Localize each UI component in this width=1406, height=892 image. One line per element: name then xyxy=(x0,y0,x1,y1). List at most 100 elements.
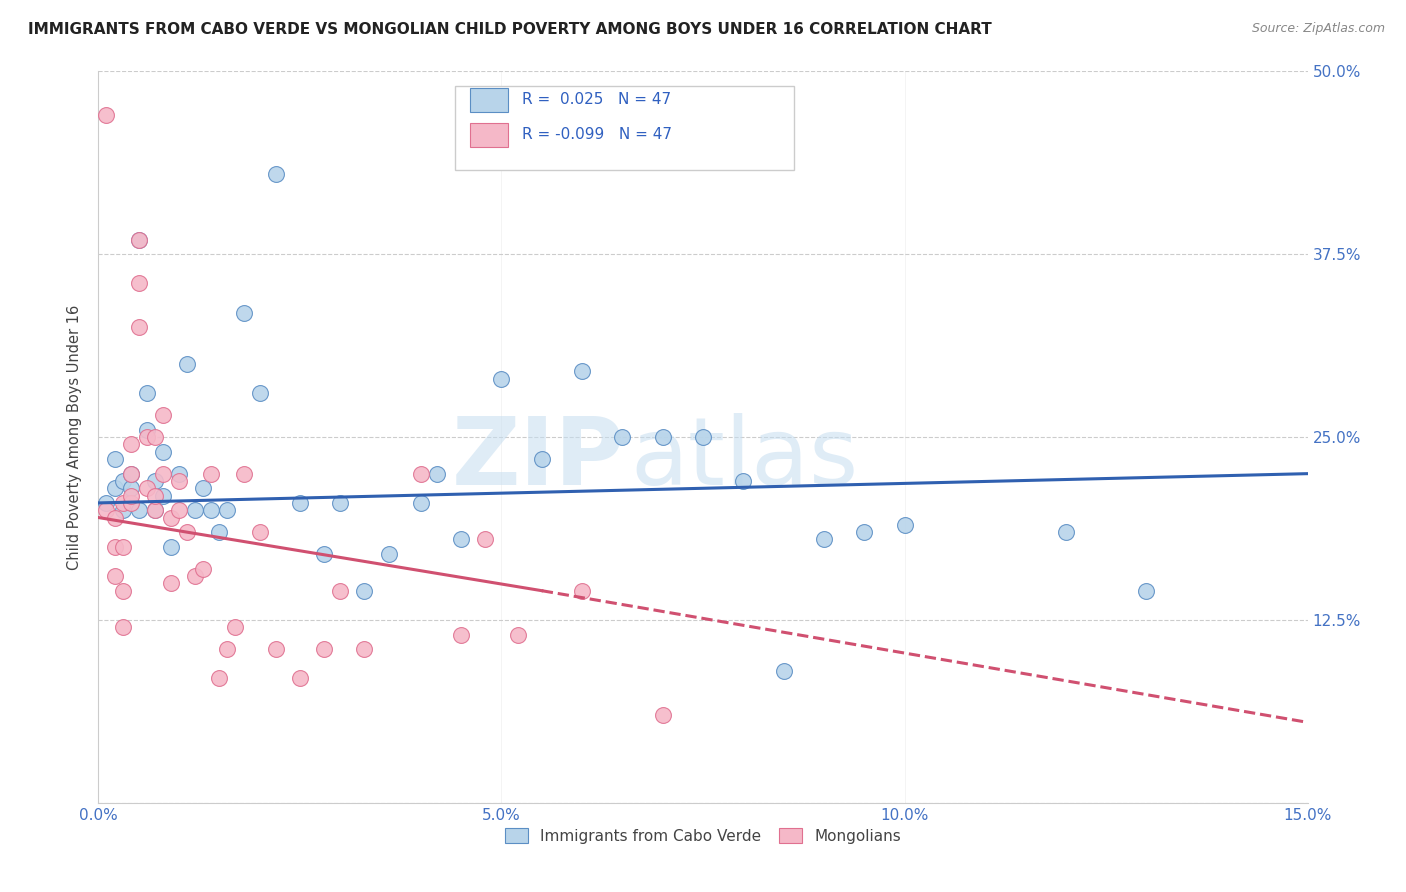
Point xyxy=(232,467,254,481)
Point xyxy=(143,430,166,444)
Point xyxy=(120,496,142,510)
Point xyxy=(96,108,118,122)
Point xyxy=(103,569,125,583)
Text: ZIP: ZIP xyxy=(451,413,624,505)
Point xyxy=(193,481,215,495)
Point xyxy=(409,467,432,481)
Point xyxy=(249,386,271,401)
Point xyxy=(571,583,593,598)
Point xyxy=(152,489,174,503)
Point xyxy=(128,320,150,334)
Point xyxy=(111,620,134,634)
Point xyxy=(1054,525,1077,540)
Point xyxy=(120,467,142,481)
Point xyxy=(143,503,166,517)
Point xyxy=(135,481,157,495)
Point xyxy=(450,533,472,547)
Point xyxy=(651,430,673,444)
Point xyxy=(217,503,239,517)
Point xyxy=(160,510,183,524)
FancyBboxPatch shape xyxy=(470,88,509,112)
Point xyxy=(128,233,150,247)
Point xyxy=(160,576,183,591)
Point xyxy=(813,533,835,547)
Text: R =  0.025   N = 47: R = 0.025 N = 47 xyxy=(522,93,671,107)
Text: Source: ZipAtlas.com: Source: ZipAtlas.com xyxy=(1251,22,1385,36)
Point xyxy=(143,503,166,517)
Point xyxy=(571,364,593,378)
Text: R = -0.099   N = 47: R = -0.099 N = 47 xyxy=(522,128,672,143)
Point xyxy=(184,503,207,517)
Point xyxy=(329,583,352,598)
Point xyxy=(314,642,336,657)
Point xyxy=(651,708,673,723)
Point xyxy=(249,525,271,540)
FancyBboxPatch shape xyxy=(470,123,509,146)
Point xyxy=(103,452,125,467)
Legend: Immigrants from Cabo Verde, Mongolians: Immigrants from Cabo Verde, Mongolians xyxy=(499,822,907,850)
Point xyxy=(111,496,134,510)
Point xyxy=(103,481,125,495)
Point xyxy=(692,430,714,444)
Point xyxy=(176,357,198,371)
Point xyxy=(96,496,118,510)
FancyBboxPatch shape xyxy=(456,86,793,170)
Point xyxy=(853,525,876,540)
Point xyxy=(160,540,183,554)
Point xyxy=(96,503,118,517)
Point xyxy=(152,408,174,422)
Point xyxy=(232,306,254,320)
Point xyxy=(135,423,157,437)
Point xyxy=(152,444,174,458)
Y-axis label: Child Poverty Among Boys Under 16: Child Poverty Among Boys Under 16 xyxy=(67,304,83,570)
Text: atlas: atlas xyxy=(630,413,859,505)
Point xyxy=(120,489,142,503)
Point xyxy=(224,620,246,634)
Point xyxy=(208,672,231,686)
Point xyxy=(176,525,198,540)
Point xyxy=(200,503,222,517)
Point xyxy=(128,503,150,517)
Point xyxy=(329,496,352,510)
Point xyxy=(491,371,513,385)
Point xyxy=(288,496,311,510)
Point xyxy=(772,664,794,678)
Point xyxy=(152,467,174,481)
Point xyxy=(200,467,222,481)
Point xyxy=(217,642,239,657)
Point xyxy=(377,547,399,561)
Point xyxy=(111,540,134,554)
Point xyxy=(353,583,375,598)
Point xyxy=(474,533,496,547)
Point xyxy=(530,452,553,467)
Point xyxy=(314,547,336,561)
Point xyxy=(426,467,449,481)
Point xyxy=(612,430,634,444)
Point xyxy=(135,430,157,444)
Point xyxy=(103,510,125,524)
Point xyxy=(1135,583,1157,598)
Point xyxy=(184,569,207,583)
Point xyxy=(450,627,472,641)
Point xyxy=(288,672,311,686)
Point xyxy=(135,386,157,401)
Point xyxy=(167,474,190,488)
Point xyxy=(120,437,142,451)
Point xyxy=(120,481,142,495)
Point xyxy=(733,474,755,488)
Point xyxy=(409,496,432,510)
Point xyxy=(167,467,190,481)
Point xyxy=(120,467,142,481)
Point xyxy=(103,540,125,554)
Point xyxy=(128,233,150,247)
Point xyxy=(193,562,215,576)
Point xyxy=(893,517,915,532)
Point xyxy=(208,525,231,540)
Point xyxy=(111,474,134,488)
Point xyxy=(353,642,375,657)
Point xyxy=(111,583,134,598)
Point xyxy=(143,474,166,488)
Point xyxy=(143,489,166,503)
Point xyxy=(264,642,287,657)
Text: IMMIGRANTS FROM CABO VERDE VS MONGOLIAN CHILD POVERTY AMONG BOYS UNDER 16 CORREL: IMMIGRANTS FROM CABO VERDE VS MONGOLIAN … xyxy=(28,22,991,37)
